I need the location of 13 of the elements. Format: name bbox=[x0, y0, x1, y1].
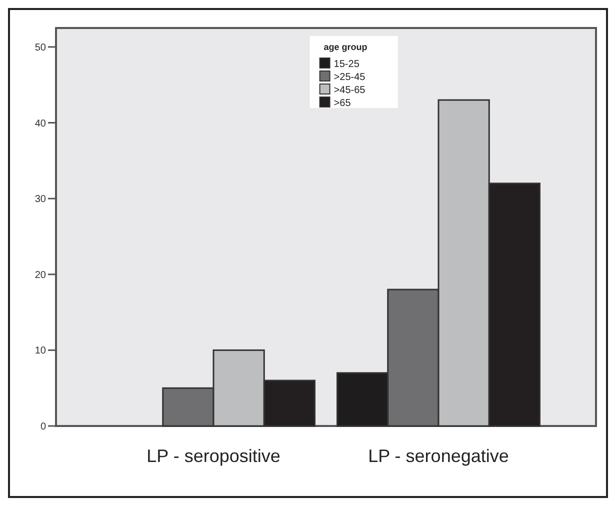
y-tick-label: 20 bbox=[34, 270, 46, 281]
y-tick-label: 0 bbox=[40, 422, 46, 432]
legend-label: >25-45 bbox=[334, 72, 366, 83]
y-tick-label: 40 bbox=[34, 118, 46, 130]
y-tick-label: 50 bbox=[34, 42, 46, 54]
legend-label: >65 bbox=[334, 98, 352, 109]
y-tick-label: 30 bbox=[34, 194, 46, 206]
y-tick-label: 10 bbox=[34, 346, 46, 357]
legend-label: >45-65 bbox=[334, 85, 366, 96]
x-tick-label: LP - seropositive bbox=[146, 446, 280, 466]
legend-title: age group bbox=[324, 42, 368, 52]
legend-label: 15-25 bbox=[334, 59, 360, 70]
x-tick-label: LP - seronegative bbox=[368, 446, 509, 466]
